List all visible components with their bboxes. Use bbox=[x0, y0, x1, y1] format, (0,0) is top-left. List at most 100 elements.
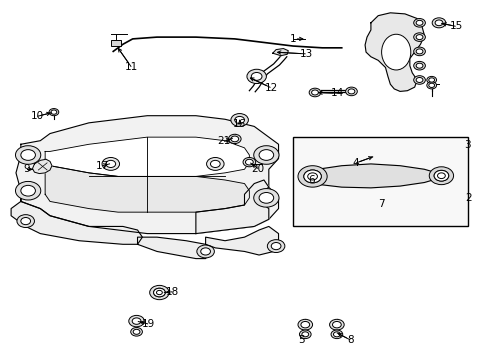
Circle shape bbox=[230, 113, 248, 126]
Circle shape bbox=[133, 329, 140, 334]
Bar bbox=[292, 137, 467, 226]
Circle shape bbox=[259, 150, 273, 160]
Circle shape bbox=[49, 109, 59, 116]
Circle shape bbox=[437, 173, 445, 179]
Circle shape bbox=[234, 116, 244, 123]
Polygon shape bbox=[16, 116, 278, 234]
Text: 18: 18 bbox=[165, 287, 179, 297]
Circle shape bbox=[299, 330, 310, 339]
Circle shape bbox=[415, 20, 422, 25]
Circle shape bbox=[253, 189, 279, 207]
Circle shape bbox=[102, 157, 119, 170]
Circle shape bbox=[426, 76, 436, 84]
Circle shape bbox=[415, 35, 422, 40]
Text: 13: 13 bbox=[300, 49, 313, 59]
Text: 15: 15 bbox=[448, 21, 462, 31]
Text: 9: 9 bbox=[24, 164, 30, 174]
Text: 7: 7 bbox=[378, 199, 384, 209]
Polygon shape bbox=[196, 180, 268, 234]
Circle shape bbox=[271, 243, 281, 249]
Circle shape bbox=[245, 159, 253, 165]
Bar bbox=[111, 40, 121, 46]
Circle shape bbox=[153, 288, 165, 297]
Text: 11: 11 bbox=[125, 63, 138, 72]
Circle shape bbox=[206, 157, 224, 170]
Circle shape bbox=[16, 181, 41, 200]
Polygon shape bbox=[272, 49, 287, 56]
Text: 10: 10 bbox=[30, 111, 43, 121]
Circle shape bbox=[333, 332, 340, 337]
Polygon shape bbox=[11, 191, 142, 244]
Circle shape bbox=[329, 319, 344, 330]
Circle shape bbox=[243, 157, 255, 167]
Text: 21: 21 bbox=[217, 136, 230, 147]
Text: 20: 20 bbox=[251, 163, 264, 174]
Polygon shape bbox=[205, 226, 278, 255]
Circle shape bbox=[228, 134, 241, 144]
Circle shape bbox=[153, 288, 165, 297]
Circle shape bbox=[106, 160, 116, 167]
Text: 14: 14 bbox=[330, 88, 344, 98]
Polygon shape bbox=[137, 237, 210, 258]
Circle shape bbox=[301, 332, 308, 337]
Text: 8: 8 bbox=[346, 335, 353, 345]
Circle shape bbox=[428, 83, 434, 87]
Circle shape bbox=[303, 170, 321, 183]
Circle shape bbox=[253, 146, 279, 164]
Circle shape bbox=[428, 78, 434, 82]
Text: 6: 6 bbox=[307, 175, 314, 185]
Circle shape bbox=[300, 321, 309, 328]
Circle shape bbox=[130, 328, 142, 336]
Circle shape bbox=[332, 321, 341, 328]
Circle shape bbox=[307, 173, 317, 180]
Text: 5: 5 bbox=[298, 335, 304, 345]
Circle shape bbox=[21, 185, 35, 196]
Circle shape bbox=[201, 248, 210, 255]
Polygon shape bbox=[32, 159, 52, 174]
Circle shape bbox=[21, 217, 30, 225]
Circle shape bbox=[128, 315, 144, 327]
Circle shape bbox=[132, 318, 141, 324]
Circle shape bbox=[246, 69, 266, 84]
Polygon shape bbox=[45, 158, 249, 212]
Circle shape bbox=[308, 88, 320, 97]
Circle shape bbox=[413, 62, 425, 70]
Circle shape bbox=[415, 77, 422, 82]
Circle shape bbox=[251, 72, 262, 80]
Circle shape bbox=[17, 215, 34, 228]
Circle shape bbox=[303, 170, 321, 183]
Circle shape bbox=[415, 49, 422, 54]
Text: 12: 12 bbox=[264, 83, 277, 93]
Circle shape bbox=[16, 146, 41, 164]
Circle shape bbox=[311, 90, 318, 95]
Circle shape bbox=[413, 18, 425, 27]
Circle shape bbox=[297, 166, 326, 187]
Circle shape bbox=[431, 18, 445, 28]
Circle shape bbox=[297, 319, 312, 330]
Circle shape bbox=[413, 47, 425, 56]
Text: 4: 4 bbox=[351, 158, 358, 168]
Circle shape bbox=[433, 170, 448, 181]
Circle shape bbox=[413, 33, 425, 41]
Circle shape bbox=[365, 149, 386, 165]
Text: 1: 1 bbox=[289, 34, 296, 44]
Circle shape bbox=[267, 240, 285, 252]
Circle shape bbox=[369, 152, 381, 161]
Ellipse shape bbox=[381, 34, 410, 70]
Circle shape bbox=[156, 291, 162, 295]
Polygon shape bbox=[365, 13, 424, 91]
Circle shape bbox=[21, 150, 35, 160]
Text: 2: 2 bbox=[464, 193, 470, 203]
Circle shape bbox=[197, 245, 214, 258]
Text: 16: 16 bbox=[233, 118, 246, 129]
Circle shape bbox=[433, 170, 448, 181]
Circle shape bbox=[426, 82, 436, 89]
Circle shape bbox=[149, 285, 169, 300]
Polygon shape bbox=[45, 137, 249, 176]
Circle shape bbox=[347, 89, 354, 94]
Circle shape bbox=[210, 160, 220, 167]
Text: 17: 17 bbox=[96, 161, 109, 171]
Text: 19: 19 bbox=[142, 319, 155, 329]
Circle shape bbox=[428, 167, 453, 185]
Circle shape bbox=[413, 76, 425, 84]
